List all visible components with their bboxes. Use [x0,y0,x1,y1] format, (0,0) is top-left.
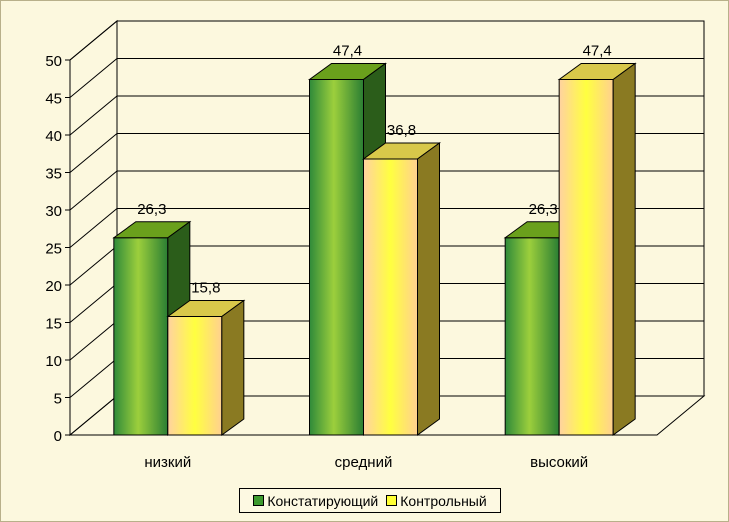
bar-face-2-0 [504,237,560,436]
legend: Констатирующий Контрольный [239,488,501,513]
y-tick-label: 40 [45,128,62,145]
y-tick-label: 20 [45,278,62,295]
x-tick-label-1: средний [335,454,393,471]
bar-face-0-1 [167,316,223,436]
y-tick-label: 5 [54,391,62,408]
bar-face-1-0 [309,79,364,436]
gridline [69,208,704,248]
bar-side-2-1 [612,62,636,436]
gridline [69,20,704,61]
data-label-2-0: 26,3 [529,201,558,218]
bar-face-0-0 [113,237,169,436]
legend-swatch-series-1 [253,495,265,506]
y-tick-label: 50 [45,53,62,70]
y-tick-label: 30 [45,203,62,220]
legend-label-series-2: Контрольный [400,492,487,509]
data-label-2-1: 47,4 [583,43,612,60]
bar-side-0-1 [221,299,245,436]
floor [68,395,706,436]
gridline [69,133,704,173]
bar-face-2-1 [558,79,614,436]
data-label-0-0: 26,3 [137,201,166,218]
y-tick-label: 25 [45,241,62,258]
legend-item-series-1: Констатирующий [253,493,378,509]
y-tick-label: 45 [45,91,62,108]
bar-side-1-1 [417,142,440,436]
y-tick-label: 0 [54,428,62,445]
legend-label-series-1: Констатирующий [267,492,379,509]
data-label-0-1: 15,8 [191,280,220,297]
bar-face-1-1 [363,158,418,436]
data-label-1-0: 47,4 [333,43,362,60]
y-tick-label: 35 [45,166,62,183]
y-tick-label: 10 [45,353,62,370]
x-tick-label-2: высокий [530,454,588,471]
legend-swatch-series-2 [386,495,398,506]
gridline [69,58,704,98]
gridline [69,170,704,211]
y-tick-label: 15 [45,316,62,333]
data-label-1-1: 36,8 [387,122,416,139]
x-tick-label-0: низкий [144,454,191,471]
legend-item-series-2: Контрольный [386,492,487,509]
gridline [69,95,704,136]
